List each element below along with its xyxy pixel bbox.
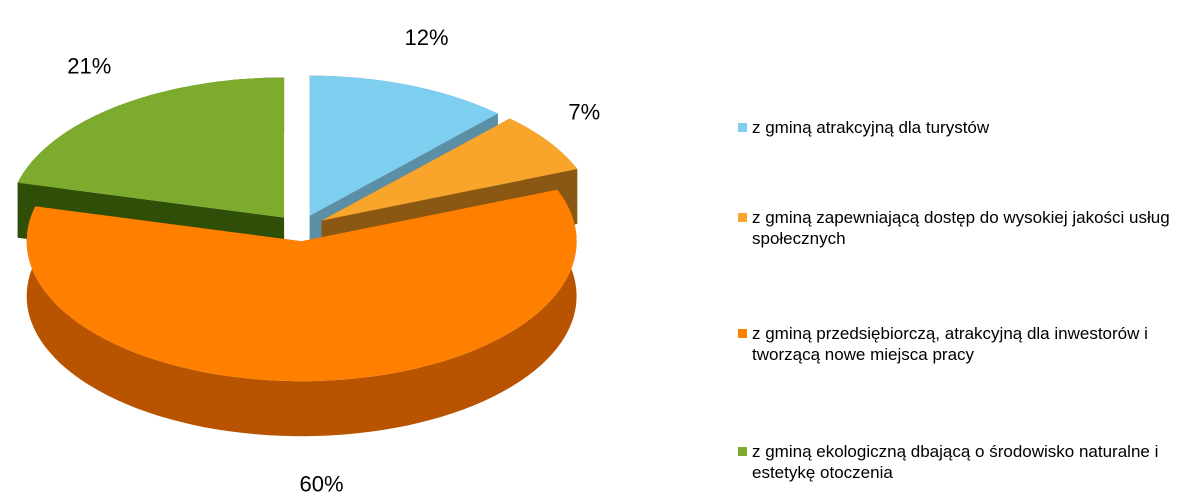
legend-swatch [738,213,747,222]
slice [321,118,578,221]
legend-swatch [738,447,747,456]
legend-label: z gminą przedsiębiorczą, atrakcyjną dla … [752,324,1148,364]
legend-entry: z gminą ekologiczną dbającą o środowisko… [738,441,1184,483]
slice [309,75,498,216]
data-label: 7% [568,100,600,125]
legend-swatch [738,329,747,338]
data-label: 21% [67,53,111,78]
data-label: 12% [405,25,449,50]
slice [26,189,577,382]
legend-swatch [738,123,747,132]
legend-entry: z gminą przedsiębiorczą, atrakcyjną dla … [738,323,1184,365]
pie-area: 12% 7% 60% 21% [17,25,600,496]
legend-entry: z gminą atrakcyjną dla turystów [738,117,1184,138]
slice-side [26,189,577,437]
legend-label: z gminą ekologiczną dbającą o środowisko… [752,442,1159,482]
data-label: 60% [300,471,344,496]
slice [17,77,285,218]
legend-label: z gminą atrakcyjną dla turystów [752,118,990,137]
legend-entry: z gminą zapewniającą dostęp do wysokiej … [738,207,1184,249]
legend-label: z gminą zapewniającą dostęp do wysokiej … [752,208,1170,248]
